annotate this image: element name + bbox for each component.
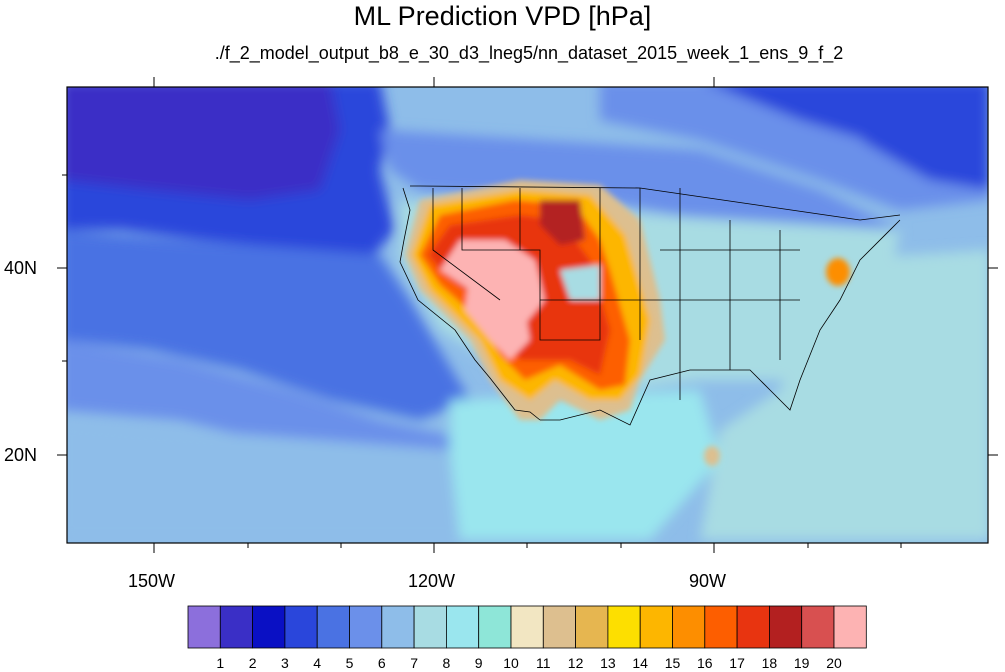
colorbar-label: 9 bbox=[474, 655, 483, 671]
lon-label-120w: 120W bbox=[408, 571, 456, 591]
lat-label-20n: 20N bbox=[4, 445, 38, 465]
vpd-field bbox=[67, 87, 988, 543]
colorbar-swatch bbox=[349, 605, 383, 649]
colorbar-label: 17 bbox=[729, 655, 745, 671]
lon-label-150w: 150W bbox=[128, 571, 176, 591]
colorbar-label: 19 bbox=[793, 655, 810, 671]
colorbar-label: 10 bbox=[503, 655, 519, 671]
lat-label-40n: 40N bbox=[4, 258, 38, 278]
colorbar-swatch bbox=[801, 605, 835, 649]
colorbar-swatch bbox=[219, 605, 254, 649]
colorbar-swatch bbox=[833, 605, 867, 649]
colorbar-label: 16 bbox=[697, 655, 713, 671]
colorbar-swatch bbox=[316, 605, 350, 649]
colorbar-label: 11 bbox=[536, 655, 551, 671]
colorbar-swatch bbox=[252, 605, 286, 649]
colorbar-swatch bbox=[381, 605, 415, 649]
colorbar-swatch bbox=[575, 605, 609, 649]
colorbar-label: 7 bbox=[410, 655, 418, 671]
map-subtitle: ./f_2_model_output_b8_e_30_d3_lneg5/nn_d… bbox=[214, 43, 844, 63]
boundaries bbox=[399, 185, 901, 426]
colorbar-label: 8 bbox=[442, 655, 451, 671]
colorbar-label: 5 bbox=[345, 655, 354, 671]
colorbar-swatch bbox=[542, 605, 576, 649]
colorbar-label: 12 bbox=[567, 655, 584, 671]
colorbar-label: 15 bbox=[664, 655, 681, 671]
colorbar-swatch bbox=[478, 605, 512, 649]
colorbar-label: 2 bbox=[248, 655, 257, 671]
colorbar bbox=[187, 605, 867, 649]
colorbar-label: 18 bbox=[761, 655, 778, 671]
colorbar-swatch bbox=[187, 605, 221, 649]
colorbar-swatch bbox=[413, 605, 447, 649]
colorbar-swatch bbox=[736, 605, 770, 649]
colorbar-label: 3 bbox=[280, 655, 289, 671]
colorbar-label: 1 bbox=[216, 655, 225, 671]
map-title: ML Prediction VPD [hPa] bbox=[353, 1, 652, 31]
ticks bbox=[57, 77, 998, 553]
lon-label-90w: 90W bbox=[689, 571, 727, 591]
colorbar-swatch bbox=[284, 605, 318, 649]
colorbar-label: 6 bbox=[377, 655, 386, 671]
colorbar-swatch bbox=[769, 605, 803, 649]
colorbar-label: 4 bbox=[313, 655, 322, 671]
colorbar-swatch bbox=[607, 605, 641, 649]
colorbar-swatch bbox=[704, 605, 738, 649]
colorbar-swatch bbox=[510, 605, 544, 649]
colorbar-swatch bbox=[672, 605, 706, 649]
colorbar-label: 13 bbox=[600, 655, 616, 671]
colorbar-label: 14 bbox=[632, 655, 648, 671]
colorbar-swatch bbox=[445, 605, 480, 649]
colorbar-label: 20 bbox=[826, 655, 842, 671]
colorbar-swatch bbox=[639, 605, 673, 649]
